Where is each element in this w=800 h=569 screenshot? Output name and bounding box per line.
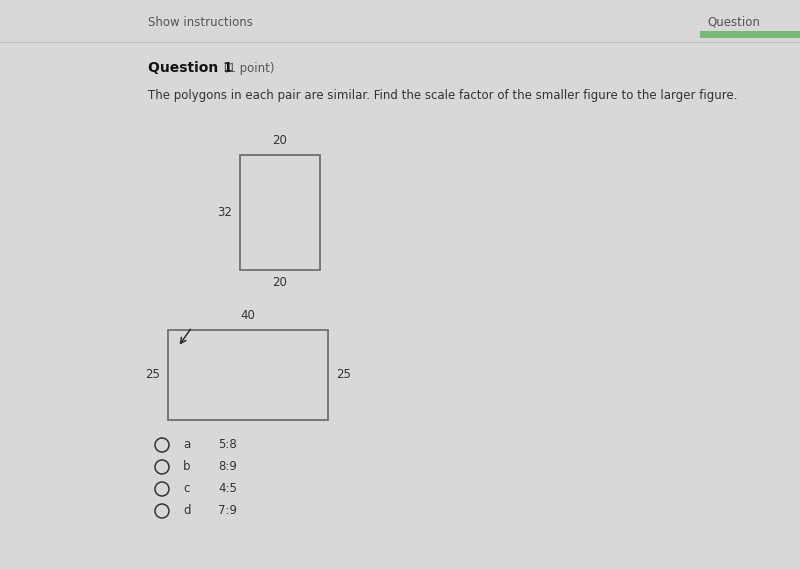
Text: a: a [183,439,190,451]
Text: 7:9: 7:9 [218,505,237,517]
Text: 40: 40 [241,309,255,322]
Text: c: c [183,483,190,496]
Bar [700,31,800,38]
Text: 25: 25 [336,369,351,381]
Text: 32: 32 [217,206,232,219]
Text: 20: 20 [273,276,287,289]
Text: The polygons in each pair are similar. Find the scale factor of the smaller figu: The polygons in each pair are similar. F… [148,89,738,101]
Text: 8:9: 8:9 [218,460,237,473]
Text: 5:8: 5:8 [218,439,237,451]
Bar [168,330,328,420]
Text: (1 point): (1 point) [220,61,274,75]
Bar [240,155,320,270]
Text: d: d [183,505,190,517]
Text: b: b [183,460,190,473]
Text: 4:5: 4:5 [218,483,237,496]
Text: Question: Question [707,15,760,28]
Text: Show instructions: Show instructions [148,15,253,28]
Text: Question 1: Question 1 [148,61,233,75]
Text: 25: 25 [145,369,160,381]
Text: 20: 20 [273,134,287,147]
